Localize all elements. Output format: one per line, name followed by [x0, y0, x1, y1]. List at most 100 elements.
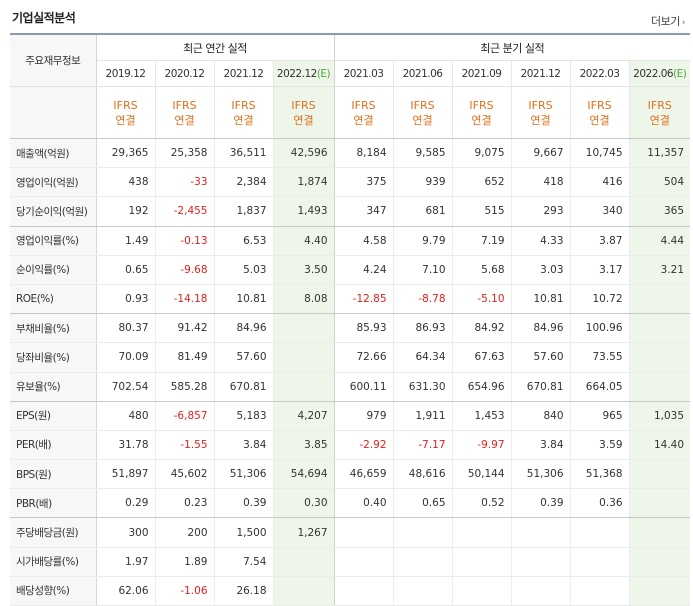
table-cell: 416 [570, 167, 630, 198]
table-cell: 10.81 [511, 284, 571, 315]
table-cell: 1,500 [214, 517, 274, 548]
table-cell: 7.19 [452, 226, 512, 256]
table-cell: 515 [452, 196, 512, 227]
table-cell: 42,596 [273, 138, 335, 169]
table-cell: 0.65 [96, 255, 156, 285]
table-cell: 9.79 [393, 226, 453, 256]
table-cell: 84.96 [511, 313, 571, 344]
table-cell: 45,602 [155, 459, 215, 490]
row-label: PER(배) [10, 430, 97, 461]
table-cell: 965 [570, 401, 630, 431]
table-cell [629, 372, 691, 402]
period-header: 2022.06(E) [629, 60, 691, 87]
table-cell: 200 [155, 517, 215, 548]
period-label: 2021.12 [223, 67, 264, 80]
period-label: 2021.06 [402, 67, 443, 80]
row-label: PBR(배) [10, 488, 97, 519]
standard-consolidated: 연결 [412, 113, 433, 127]
table-cell: -0.13 [155, 226, 215, 256]
period-header: 2022.03 [570, 60, 630, 87]
table-cell: -9.97 [452, 430, 512, 461]
table-cell: -1.55 [155, 430, 215, 461]
table-cell: 0.93 [96, 284, 156, 315]
period-label: 2022.03 [579, 67, 620, 80]
table-cell: 72.66 [334, 342, 394, 373]
table-cell: 4.40 [273, 226, 335, 256]
table-cell: 340 [570, 196, 630, 227]
period-label: 2021.09 [461, 67, 502, 80]
table-cell: 0.52 [452, 488, 512, 519]
table-cell [629, 342, 691, 373]
row-label: BPS(원) [10, 459, 97, 490]
table-cell: 0.39 [214, 488, 274, 519]
accounting-standard: IFRS 연결 [96, 86, 156, 139]
table-cell: 4,207 [273, 401, 335, 431]
table-cell: 31.78 [96, 430, 156, 461]
financial-summary-table: 주요재무정보 최근 연간 실적 최근 분기 실적 2019.12 2020.12 2021… [10, 33, 691, 606]
table-cell [629, 488, 691, 519]
table-cell: 600.11 [334, 372, 394, 402]
table-cell: 7.10 [393, 255, 453, 285]
table-row: 주당배당금(원) 300 200 1,500 1,267 [10, 517, 691, 548]
table-cell: -33 [155, 167, 215, 198]
table-cell: 14.40 [629, 430, 691, 461]
table-cell: 54,694 [273, 459, 335, 490]
table-cell: 1,837 [214, 196, 274, 227]
table-cell: 70.09 [96, 342, 156, 373]
accounting-standard: IFRS 연결 [273, 86, 335, 139]
period-header: 2021.03 [334, 60, 394, 87]
row-label: 유보율(%) [10, 372, 97, 402]
table-cell: 670.81 [511, 372, 571, 402]
table-cell [273, 547, 335, 577]
table-cell: 504 [629, 167, 691, 198]
standard-ifrs: IFRS [291, 98, 316, 112]
row-label: 부채비율(%) [10, 313, 97, 344]
table-cell [629, 547, 691, 577]
table-cell: 64.34 [393, 342, 453, 373]
accounting-standard: IFRS 연결 [570, 86, 630, 139]
table-cell: 480 [96, 401, 156, 431]
table-cell: 840 [511, 401, 571, 431]
table-cell: 3.84 [214, 430, 274, 461]
table-cell: 3.21 [629, 255, 691, 285]
table-row: 영업이익(억원) 438 -33 2,384 1,874 375 939 652 418 416 5… [10, 167, 691, 198]
table-cell: 1,911 [393, 401, 453, 431]
table-cell: 1.97 [96, 547, 156, 577]
table-cell: -2.92 [334, 430, 394, 461]
table-cell: 67.63 [452, 342, 512, 373]
table-row: 시가배당률(%) 1.97 1.89 7.54 [10, 547, 691, 577]
table-cell: 1.89 [155, 547, 215, 577]
table-row: PER(배) 31.78 -1.55 3.84 3.85 -2.92 -7.17 -9.97 3… [10, 430, 691, 461]
corner-header: 주요재무정보 [10, 34, 97, 87]
table-cell: -14.18 [155, 284, 215, 315]
more-link[interactable]: 더보기 › [651, 13, 686, 29]
table-row: 매출액(억원) 29,365 25,358 36,511 42,596 8,184 9,58… [10, 138, 691, 169]
period-header: 2020.12 [155, 60, 215, 87]
standard-consolidated: 연결 [353, 113, 374, 127]
table-cell: 7.54 [214, 547, 274, 577]
table-cell: 8,184 [334, 138, 394, 169]
period-header: 2021.12 [214, 60, 274, 87]
table-cell [452, 517, 512, 548]
period-label: 2019.12 [105, 67, 146, 80]
table-cell [452, 547, 512, 577]
row-label: 주당배당금(원) [10, 517, 97, 548]
table-cell: 3.84 [511, 430, 571, 461]
table-cell [570, 517, 630, 548]
annual-group-header: 최근 연간 실적 [96, 34, 335, 61]
accounting-standard: IFRS 연결 [393, 86, 453, 139]
table-cell: -9.68 [155, 255, 215, 285]
table-cell [334, 547, 394, 577]
standard-ifrs: IFRS [410, 98, 435, 112]
table-cell: 86.93 [393, 313, 453, 344]
table-cell: -2,455 [155, 196, 215, 227]
table-cell [273, 372, 335, 402]
table-cell: 46,659 [334, 459, 394, 490]
table-cell: 375 [334, 167, 394, 198]
period-header: 2021.09 [452, 60, 512, 87]
table-cell: 1,267 [273, 517, 335, 548]
table-cell: 0.29 [96, 488, 156, 519]
table-cell: 3.87 [570, 226, 630, 256]
table-cell: 418 [511, 167, 571, 198]
table-cell: -12.85 [334, 284, 394, 315]
